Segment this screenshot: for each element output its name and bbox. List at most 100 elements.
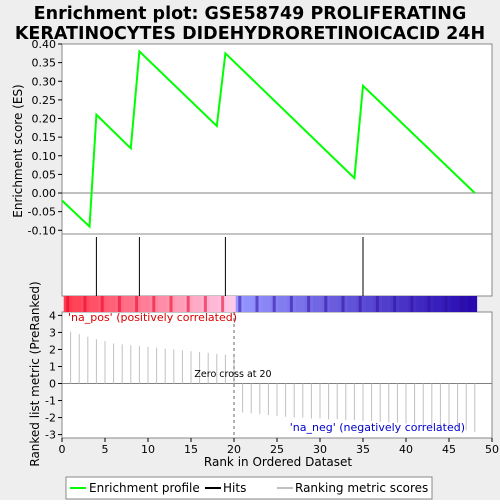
legend-label-metric: Ranking metric scores — [295, 481, 428, 495]
zero-cross-label: Zero cross at 20 — [194, 369, 271, 380]
es-y-tick-label: 0.35 — [32, 57, 57, 70]
es-y-tick-label: 0.20 — [32, 113, 57, 126]
es-y-tick-label: -0.05 — [28, 206, 56, 219]
color-bar-stripe — [375, 296, 379, 312]
hits-layer — [95, 237, 364, 296]
color-bar-stripe — [117, 296, 121, 312]
x-tick-label: 30 — [313, 443, 327, 456]
positive-label: 'na_pos' (positively correlated) — [68, 311, 237, 324]
x-tick-label: 0 — [59, 443, 66, 456]
es-axis-label: Enrichment score (ES) — [11, 84, 25, 217]
legend-label-hits: Hits — [223, 481, 246, 495]
es-y-tick-label: -0.10 — [28, 224, 56, 237]
metric-y-tick-label: -3 — [45, 429, 56, 442]
metric-y-tick-label: 2 — [49, 343, 56, 356]
color-bar-segment — [364, 296, 374, 312]
negative-label: 'na_neg' (negatively correlated) — [290, 421, 465, 434]
es-y-tick-label: 0.05 — [32, 168, 57, 181]
color-bar-stripe — [238, 296, 242, 312]
chart-title-line-1: Enrichment plot: GSE58749 PROLIFERATING — [34, 4, 467, 24]
color-bar-stripe — [255, 296, 259, 312]
x-tick-label: 5 — [102, 443, 109, 456]
color-bar-segment — [158, 296, 168, 312]
enrichment-profile-line — [61, 49, 476, 229]
ranked-metric-panel — [61, 311, 493, 439]
color-bar-segment — [347, 296, 357, 312]
color-bar-stripe — [221, 296, 225, 312]
x-tick-label: 50 — [485, 443, 499, 456]
color-bar-segment — [330, 296, 340, 312]
color-bar-stripe — [100, 296, 104, 312]
es-y-tick-label: 0.15 — [32, 131, 57, 144]
color-bar-stripe — [393, 296, 397, 312]
color-bar — [63, 296, 478, 312]
metric-y-tick-label: 3 — [49, 326, 56, 339]
enrichment-layer: 0.40 0.35 0.30 0.25 0.20 0.15 0.10 0.05 0.00 -0.0… — [28, 38, 492, 237]
color-bar-segment — [381, 296, 392, 312]
color-bar-stripe — [83, 296, 87, 312]
color-bar-stripe — [341, 296, 345, 312]
color-bar-segment — [313, 296, 323, 312]
x-tick-label: 35 — [356, 443, 370, 456]
color-bar-segment — [175, 296, 185, 312]
color-bar-stripe — [307, 296, 311, 312]
es-y-tick-label: 0.25 — [32, 94, 57, 107]
hits-panel — [61, 233, 493, 297]
color-bar-segment — [450, 296, 460, 312]
color-bar-segment — [89, 296, 99, 312]
x-axis-label: Rank in Ordered Dataset — [204, 455, 352, 469]
color-bar-segment — [278, 296, 288, 312]
color-bar-stripe — [66, 296, 70, 312]
metric-y-tick-label: 0 — [49, 378, 56, 391]
color-bar-stripe — [444, 296, 448, 312]
color-bar-stripe — [461, 296, 465, 312]
color-bar-stripe — [427, 296, 431, 312]
x-tick-label: 20 — [227, 443, 241, 456]
color-bar-stripe — [135, 296, 139, 312]
x-tick-label: 40 — [399, 443, 413, 456]
color-bar-segment — [72, 296, 82, 312]
color-bar-segment — [141, 296, 151, 312]
enrichment-panel — [61, 43, 493, 235]
color-bar-stripe — [272, 296, 276, 312]
legend-box — [65, 476, 433, 500]
color-bar-segment — [209, 296, 220, 312]
x-tick-label: 25 — [270, 443, 284, 456]
metric-y-tick-label: 1 — [49, 360, 56, 373]
color-bar-segment — [399, 296, 409, 312]
color-bar-segment — [123, 296, 134, 312]
color-bar-segment — [261, 296, 271, 312]
color-bar-stripe — [203, 296, 207, 312]
x-tick-label: 15 — [184, 443, 198, 456]
color-bar-stripe — [324, 296, 328, 312]
color-bar-segment — [433, 296, 443, 312]
color-bar-segment — [416, 296, 426, 312]
color-bar-stripe — [152, 296, 156, 312]
metric-y-tick-label: -2 — [45, 412, 56, 425]
es-y-tick-label: 0.30 — [32, 75, 57, 88]
color-bar-segment — [227, 296, 237, 312]
es-y-tick-label: 0.00 — [32, 187, 57, 200]
color-bar-stripe — [358, 296, 362, 312]
es-y-tick-label: 0.10 — [32, 150, 57, 163]
color-bar-stripe — [410, 296, 414, 312]
color-bar-stripe — [169, 296, 173, 312]
color-bar-segment — [106, 296, 116, 312]
metric-axis-label: Ranked list metric (PreRanked) — [28, 281, 42, 466]
color-bar-segment — [244, 296, 254, 312]
color-bar-segment — [192, 296, 202, 312]
color-bar-stripe — [289, 296, 293, 312]
color-bar-segment — [467, 296, 478, 312]
x-tick-label: 45 — [442, 443, 456, 456]
metric-y-tick-label: 4 — [49, 309, 56, 322]
x-tick-label: 10 — [141, 443, 155, 456]
color-bar-segment — [295, 296, 306, 312]
es-y-tick-label: 0.40 — [32, 38, 57, 51]
metric-y-tick-label: -1 — [45, 395, 56, 408]
color-bar-stripe — [186, 296, 190, 312]
legend-label-enrichment: Enrichment profile — [89, 481, 200, 495]
chart-title-line-2: KERATINOCYTES DIDEHYDRORETINOICACID 24H — [15, 24, 485, 44]
